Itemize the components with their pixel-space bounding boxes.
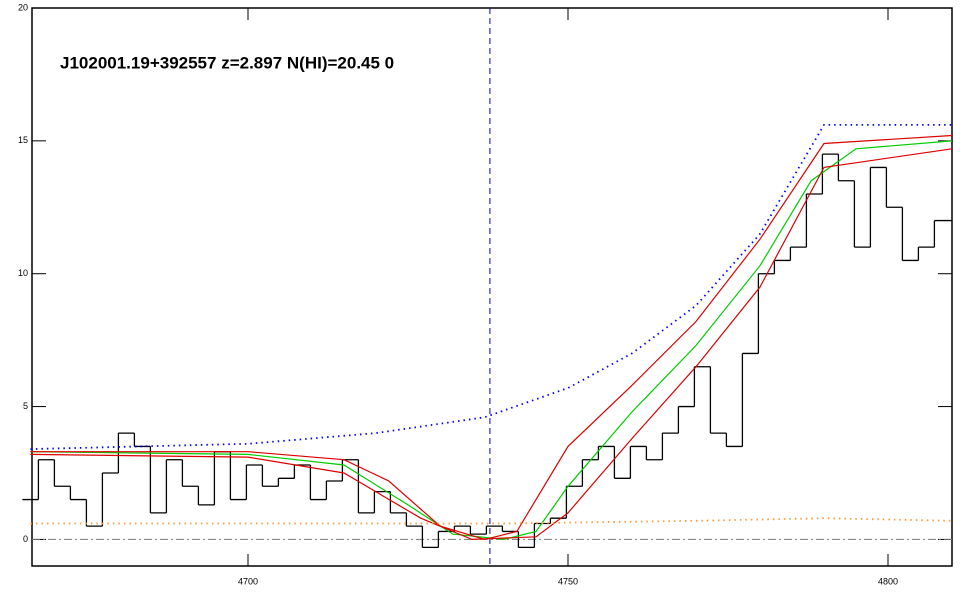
x-tick-label: 4800 (878, 576, 898, 586)
model-line (30, 140, 953, 541)
model-line (30, 517, 953, 525)
y-tick-label: 20 (18, 2, 28, 12)
model-line (30, 124, 952, 450)
x-tick-label: 4700 (238, 576, 258, 586)
y-tick-label: 0 (23, 534, 28, 544)
model-line (30, 148, 953, 541)
model-line (30, 134, 953, 541)
y-tick-label: 15 (18, 135, 28, 145)
y-tick-label: 5 (23, 401, 28, 411)
x-tick-label: 4750 (558, 576, 578, 586)
chart-title: J102001.19+392557 z=2.897 N(HI)=20.45 0 (60, 53, 394, 72)
y-tick-label: 10 (18, 268, 28, 278)
plot-frame (31, 7, 953, 567)
